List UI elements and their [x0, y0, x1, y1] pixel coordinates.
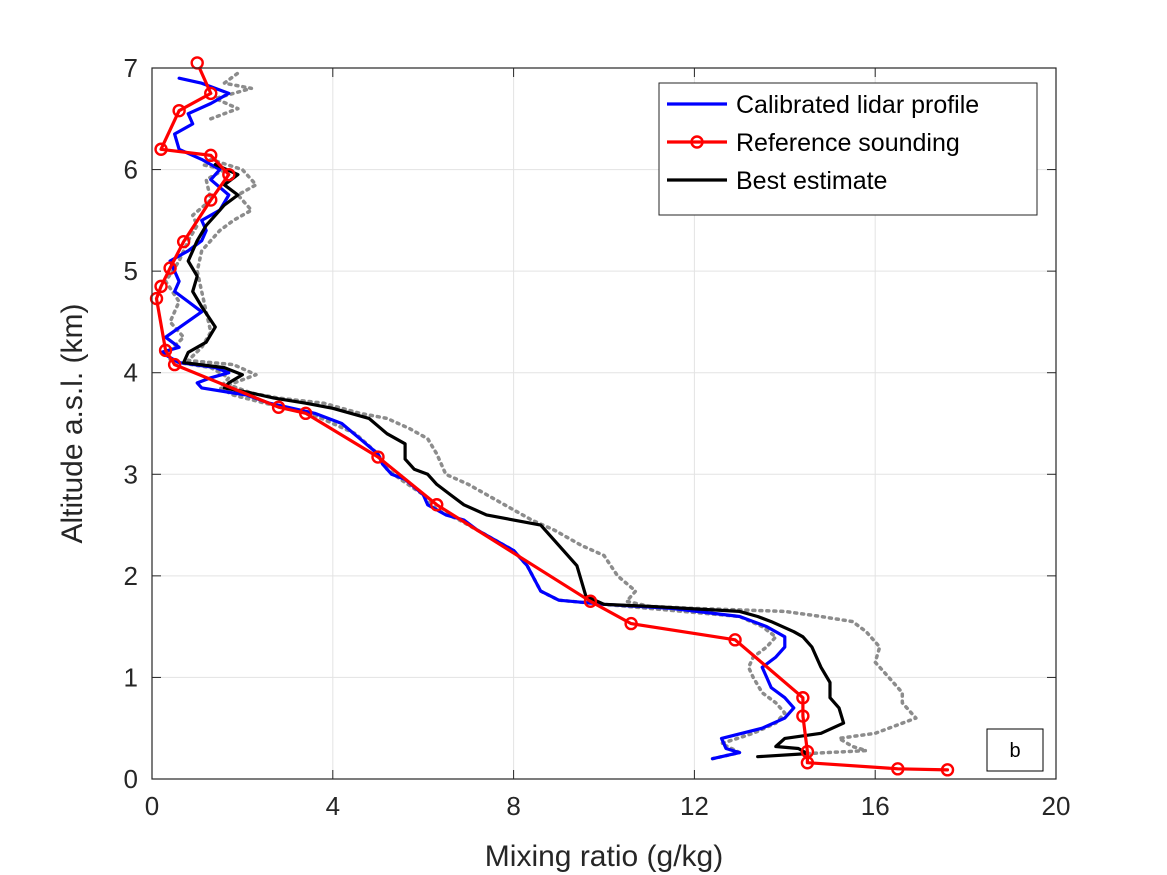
reference-sounding-marker [176, 234, 191, 249]
reference-sounding-marker [190, 56, 204, 70]
y-tick-label: 0 [124, 764, 138, 794]
y-axis-label: Altitude a.s.l. (km) [56, 303, 89, 543]
y-tick-label: 4 [124, 358, 138, 388]
x-tick-label: 12 [680, 791, 709, 821]
reference-sounding-marker [624, 616, 638, 631]
x-tick-label: 8 [506, 791, 520, 821]
y-tick-label: 2 [124, 561, 138, 591]
y-tick-label: 5 [124, 256, 138, 286]
legend: Calibrated lidar profile Reference soundi… [658, 82, 1038, 216]
y-tick-label: 1 [124, 662, 138, 692]
annotation-box [986, 728, 1044, 772]
reference-sounding-marker [154, 142, 168, 156]
uncertainty-bound-line [186, 157, 918, 756]
x-axis-label: Mixing ratio (g/kg) [485, 840, 723, 873]
reference-sounding-marker [891, 762, 905, 776]
reference-sounding-marker [583, 594, 598, 608]
reference-sounding-marker [204, 193, 218, 207]
x-tick-label: 16 [861, 791, 890, 821]
axes-box [151, 67, 1057, 780]
x-tick-label: 4 [326, 791, 340, 821]
series-line-best-estimate [182, 162, 846, 759]
reference-sounding-marker [158, 343, 173, 358]
reference-sounding-marker [940, 763, 955, 777]
legend-label: Reference sounding [736, 129, 960, 157]
reference-sounding-marker [204, 86, 218, 101]
reference-sounding-marker [163, 261, 177, 275]
y-tick-label: 6 [124, 155, 138, 185]
reference-sounding-marker [800, 744, 815, 759]
uncertainty-bound-line [163, 355, 787, 761]
reference-sounding-marker [149, 291, 164, 306]
reference-sounding-marker [172, 103, 186, 118]
uncertainty-bound-line [209, 71, 254, 121]
reference-sounding-marker [154, 279, 168, 294]
reference-sounding-marker [271, 400, 286, 414]
reference-sounding-marker [222, 167, 236, 182]
legend-label: Calibrated lidar profile [736, 91, 979, 119]
legend-label: Best estimate [736, 167, 887, 195]
annotation-text: b [1009, 740, 1020, 762]
reference-sounding-marker [167, 357, 182, 372]
panel-annotation: b [986, 728, 1044, 772]
x-tick-label: 0 [145, 791, 159, 821]
reference-sounding-marker [298, 406, 313, 421]
reference-sounding-marker [204, 148, 218, 163]
reference-sounding-marker [796, 709, 810, 723]
legend-marker [690, 135, 704, 149]
reference-sounding-marker [796, 691, 810, 705]
reference-sounding-marker [728, 633, 742, 647]
plot-area [149, 56, 955, 777]
x-tick-label: 20 [1042, 791, 1071, 821]
y-tick-label: 3 [124, 459, 138, 489]
y-tick-label: 7 [124, 53, 138, 83]
reference-sounding-marker [430, 498, 444, 512]
reference-sounding-marker [371, 450, 385, 464]
